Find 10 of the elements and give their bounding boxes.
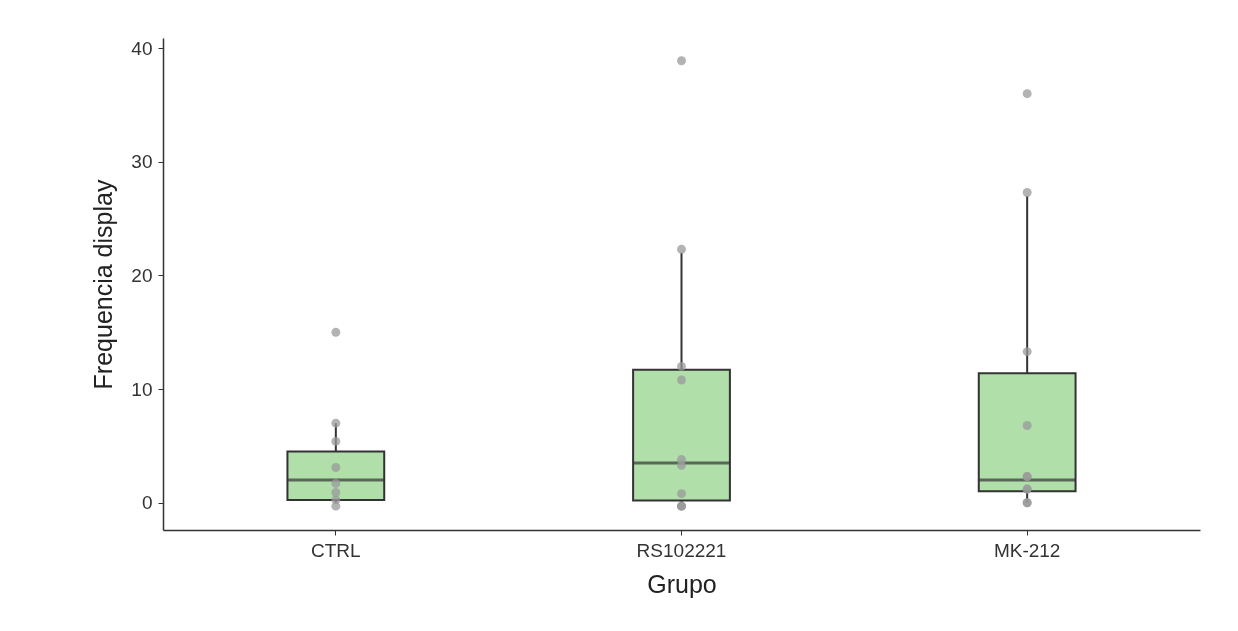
x-tick-label: CTRL: [311, 539, 361, 561]
y-tick-label: 40: [131, 37, 153, 59]
y-tick-label: 0: [141, 492, 153, 514]
y-axis-title: Frequencia display: [89, 179, 118, 390]
x-tick-label: RS102221: [636, 539, 727, 561]
x-axis-title: Grupo: [647, 569, 717, 598]
x-tick-label: MK-212: [993, 539, 1061, 561]
y-tick-label: 20: [131, 264, 153, 286]
y-tick-label: 10: [131, 378, 153, 400]
y-tick-label: 30: [131, 151, 153, 173]
